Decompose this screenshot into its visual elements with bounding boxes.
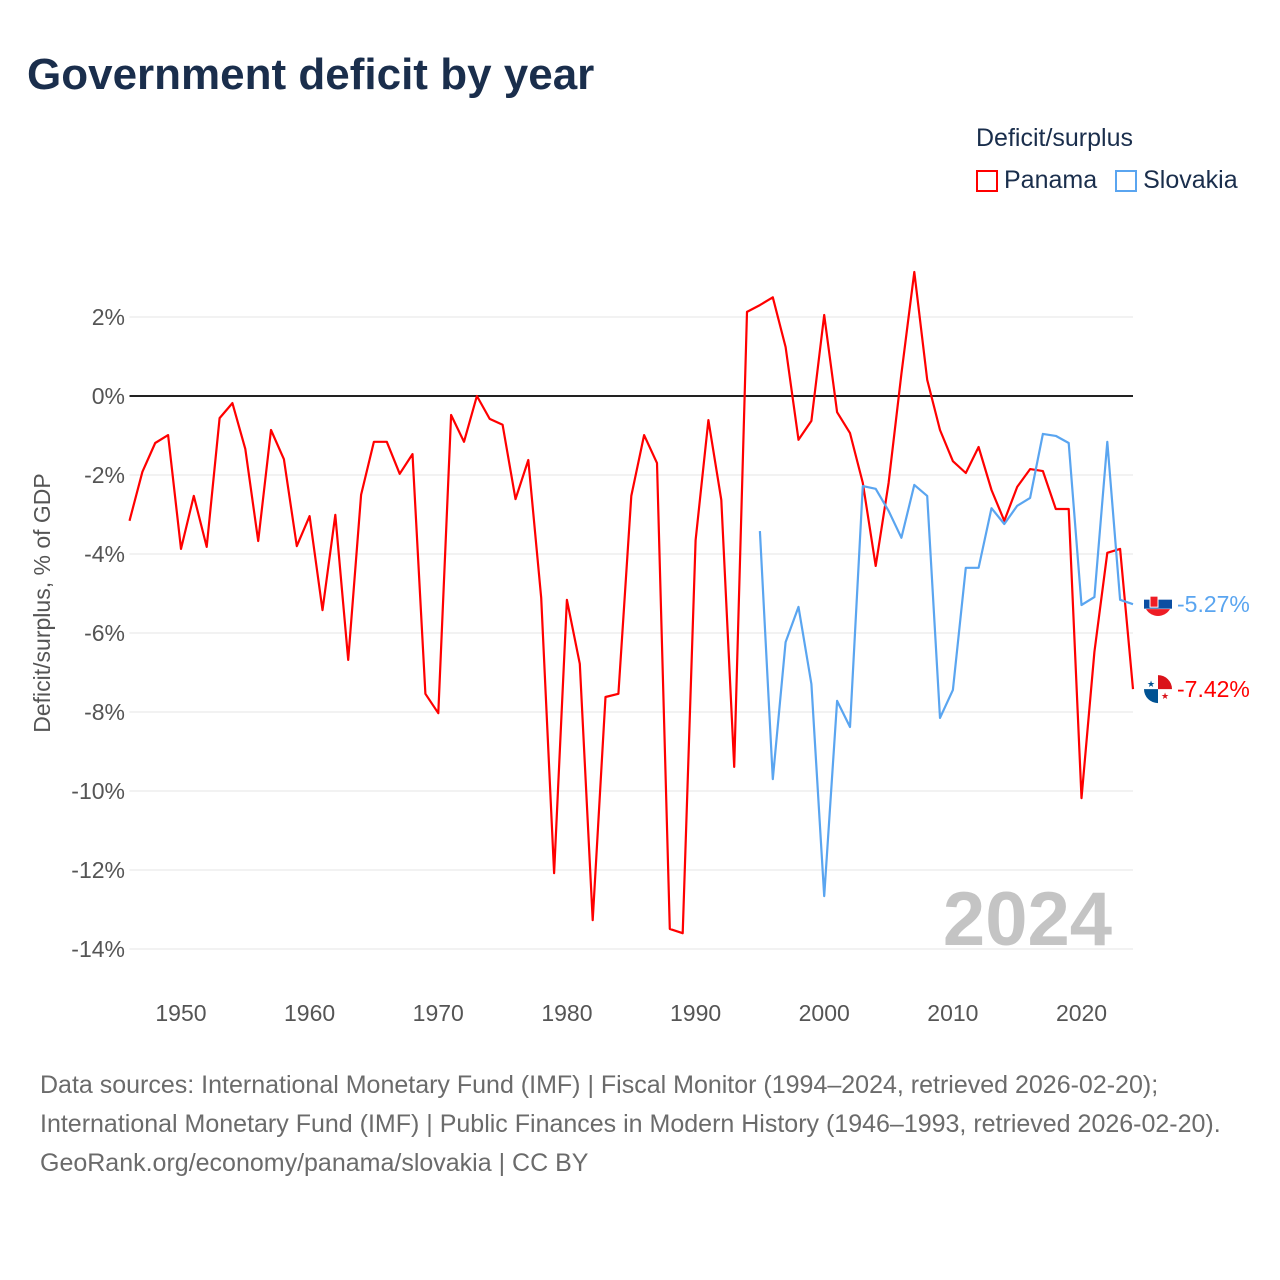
legend-item-slovakia[interactable]: Slovakia [1115,166,1238,195]
y-axis-label: Deficit/surplus, % of GDP [29,473,55,732]
legend-item-panama[interactable]: Panama [976,166,1097,195]
y-tick-label: -8% [84,699,125,725]
x-tick-label: 2010 [927,1000,978,1026]
x-tick-label: 1980 [541,1000,592,1026]
y-tick-label: 2% [92,304,125,330]
y-tick-label: -6% [84,620,125,646]
x-tick-label: 1960 [284,1000,335,1026]
y-tick-label: -2% [84,462,125,488]
legend: Panama Slovakia [976,166,1238,195]
x-tick-label: 2020 [1056,1000,1107,1026]
legend-label-panama: Panama [1004,166,1098,194]
year-watermark: 2024 [943,877,1112,962]
data-sources: Data sources: International Monetary Fun… [40,1071,1221,1138]
y-tick-label: -14% [71,936,125,962]
legend-title: Deficit/surplus [976,124,1133,152]
end-value-label-slovakia: -5.27% [1177,591,1250,617]
x-tick-label: 1950 [155,1000,206,1026]
svg-text:★: ★ [1161,691,1169,701]
x-tick-label: 2000 [799,1000,850,1026]
y-tick-label: -4% [84,541,125,567]
footer: Data sources: International Monetary Fun… [40,1066,1240,1183]
legend-label-slovakia: Slovakia [1143,166,1238,194]
legend-swatch-panama [976,169,998,192]
credit-link[interactable]: GeoRank.org/economy/panama/slovakia | CC… [40,1149,589,1177]
series-line-slovakia [758,432,1134,898]
flag-icon-panama: ★★ [1144,675,1172,704]
chart-title: Government deficit by year [27,50,595,99]
flag-icon-slovakia [1144,590,1172,619]
x-tick-label: 1990 [670,1000,721,1026]
series-line-panama [128,270,1135,935]
y-tick-label: -12% [71,857,125,883]
x-tick-label: 1970 [413,1000,464,1026]
svg-text:★: ★ [1147,679,1155,689]
y-tick-label: -10% [71,778,125,804]
legend-swatch-slovakia [1115,169,1138,192]
y-tick-label: 0% [92,383,125,409]
end-value-label-panama: -7.42% [1177,676,1250,702]
